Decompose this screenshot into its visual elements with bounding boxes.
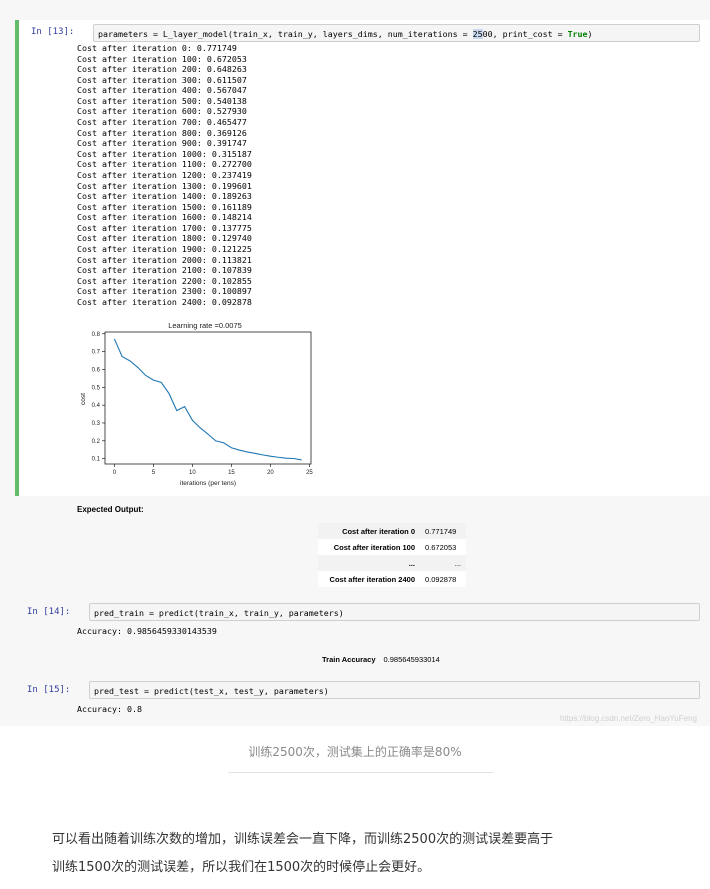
expected-label: Cost after iteration 0: [342, 526, 415, 536]
cell-output-15: Accuracy: 0.8: [77, 704, 142, 714]
output-line: Cost after iteration 900: 0.391747: [77, 138, 247, 149]
paragraph-line: 可以看出随着训练次数的增加，训练误差会一直下降，而训练2500次的测试误差要高于: [52, 832, 554, 847]
caption-underline: [228, 772, 493, 773]
notebook-area: In [13]: parameters = L_layer_model(trai…: [15, 20, 710, 723]
expected-output-heading: Expected Output:: [77, 505, 144, 514]
cell-output-14: Accuracy: 0.9856459330143539: [77, 626, 217, 636]
code-text: 00, print_cost =: [482, 29, 568, 39]
output-line: Cost after iteration 600: 0.527930: [77, 106, 247, 117]
output-line: Cost after iteration 2000: 0.113821: [77, 254, 252, 265]
code-keyword: True: [567, 29, 588, 39]
code-input[interactable]: pred_test = predict(test_x, test_y, para…: [89, 681, 700, 699]
output-line: Cost after iteration 1100: 0.272700: [77, 159, 252, 170]
expected-row: Cost after iteration 0 0.771749: [318, 523, 466, 539]
output-line: Cost after iteration 500: 0.540138: [77, 95, 247, 106]
y-tick-label: 0.7: [92, 350, 101, 356]
output-line: Cost after iteration 1400: 0.189263: [77, 191, 252, 202]
output-line: Cost after iteration 1600: 0.148214: [77, 212, 252, 223]
series: [113, 338, 302, 461]
code-text: ): [587, 29, 593, 39]
output-line: Cost after iteration 2400: 0.092878: [77, 296, 252, 307]
output-line: Cost after iteration 800: 0.369126: [77, 127, 247, 138]
code-text: parameters = L_layer_model(train_x, trai…: [98, 29, 473, 39]
output-line: Cost after iteration 300: 0.611507: [77, 74, 247, 85]
train-accuracy-value: 0.985645933014: [383, 655, 440, 664]
output-line: Cost after iteration 1300: 0.199601: [77, 180, 252, 191]
plot-frame: [104, 331, 312, 465]
expected-row: Cost after iteration 2400 0.092878: [318, 571, 466, 587]
output-line: Cost after iteration 2200: 0.102855: [77, 275, 252, 286]
x-tick-label: 15: [228, 470, 235, 476]
y-tick-label: 0.8: [92, 332, 101, 338]
output-line: Cost after iteration 1900: 0.121225: [77, 243, 252, 254]
x-axis-label: iterations (per tens): [180, 480, 236, 487]
output-line: Cost after iteration 0: 0.771749: [77, 43, 237, 53]
output-line: Cost after iteration 700: 0.465477: [77, 117, 247, 128]
expected-value: 0.092878: [425, 574, 457, 584]
output-line: Cost after iteration 1700: 0.137775: [77, 222, 252, 233]
image-caption: 训练2500次，测试集上的正确率是80%: [248, 745, 462, 759]
expected-value: 0.672053: [425, 542, 457, 552]
output-line: Cost after iteration 400: 0.567047: [77, 85, 247, 96]
expected-label: Cost after iteration 100: [333, 542, 415, 552]
y-tick-label: 0.1: [92, 457, 101, 463]
output-line: Cost after iteration 1000: 0.315187: [77, 148, 252, 159]
x-tick-label: 5: [152, 470, 156, 476]
cell-prompt: In [14]:: [27, 607, 71, 617]
y-ticks: 0.1 0.2 0.3 0.4 0.5 0.6 0.7 0.8: [92, 332, 105, 463]
article-paragraph: 可以看出随着训练次数的增加，训练误差会一直下降，而训练2500次的测试误差要高于…: [52, 826, 682, 882]
x-tick-label: 10: [189, 470, 196, 476]
code-cell-14[interactable]: In [14]: pred_train = predict(train_x, t…: [15, 600, 710, 624]
expected-label: Cost after iteration 2400: [329, 574, 415, 584]
train-accuracy-table: Train Accuracy 0.985645933014: [322, 651, 440, 669]
x-ticks: 0 5 10 15 20 25: [113, 464, 313, 476]
output-line: Cost after iteration 100: 0.672053: [77, 53, 247, 64]
output-line: Cost after iteration 2300: 0.100897: [77, 286, 252, 297]
chart-title: Learning rate =0.0075: [168, 321, 242, 330]
y-tick-label: 0.2: [92, 439, 101, 445]
y-tick-label: 0.5: [92, 385, 101, 391]
output-line: Cost after iteration 1500: 0.161189: [77, 201, 252, 212]
y-tick-label: 0.4: [92, 403, 101, 409]
x-tick-label: 20: [267, 470, 274, 476]
cell-prompt: In [13]:: [31, 27, 75, 37]
code-input[interactable]: parameters = L_layer_model(train_x, trai…: [93, 24, 700, 42]
output-line: Cost after iteration 2100: 0.107839: [77, 265, 252, 276]
code-input[interactable]: pred_train = predict(train_x, train_y, p…: [89, 603, 700, 621]
output-line: Cost after iteration 200: 0.648263: [77, 64, 247, 75]
expected-row: ......: [318, 555, 466, 571]
y-tick-label: 0.6: [92, 367, 101, 373]
output-line: Cost after iteration 1800: 0.129740: [77, 233, 252, 244]
cell-prompt: In [15]:: [27, 685, 71, 695]
x-tick-label: 25: [306, 470, 313, 476]
train-accuracy-label: Train Accuracy: [322, 655, 376, 664]
expected-output-table: Cost after iteration 0 0.771749 Cost after…: [318, 523, 466, 587]
y-tick-label: 0.3: [92, 421, 101, 427]
code-text-highlight: 25: [472, 29, 483, 39]
output-line: Cost after iteration 1200: 0.237419: [77, 169, 252, 180]
paragraph-line: 训练1500次的测试误差，所以我们在1500次的时候停止会更好。: [52, 860, 431, 875]
code-cell-15[interactable]: In [15]: pred_test = predict(test_x, tes…: [15, 678, 710, 702]
y-axis-label: cost: [80, 393, 87, 405]
watermark: https://blog.csdn.net/Zero_HaoYuFeng: [560, 714, 697, 723]
series-line: [113, 338, 302, 461]
learning-rate-chart: Learning rate =0.0075 0.1 0.2 0.3 0.4 0.5 0.6…: [80, 321, 313, 487]
expected-value: 0.771749: [425, 526, 457, 536]
expected-value: ...: [454, 558, 461, 568]
cell-output-13: Cost after iteration 0: 0.771749 Cost aft…: [77, 43, 252, 307]
expected-label: ...: [408, 558, 415, 568]
expected-row: Cost after iteration 100 0.672053: [318, 539, 466, 555]
x-tick-label: 0: [113, 470, 117, 476]
